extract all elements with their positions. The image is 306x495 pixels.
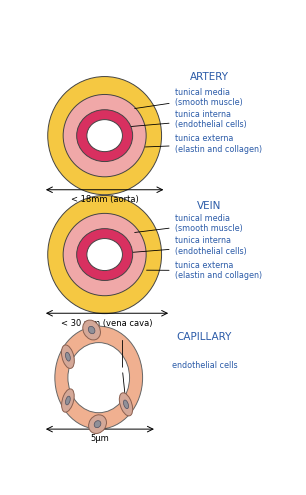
Ellipse shape (63, 213, 146, 296)
Text: CAPILLARY: CAPILLARY (177, 332, 232, 342)
Text: tunica externa
(elastin and collagen): tunica externa (elastin and collagen) (147, 261, 262, 280)
Ellipse shape (62, 345, 74, 368)
Ellipse shape (62, 389, 74, 412)
Text: ARTERY: ARTERY (189, 72, 229, 82)
Ellipse shape (83, 320, 100, 340)
Ellipse shape (119, 393, 133, 416)
Ellipse shape (68, 343, 129, 413)
Text: tunica interna
(endothelial cells): tunica interna (endothelial cells) (126, 237, 246, 256)
Ellipse shape (48, 196, 162, 314)
Text: tunical media
(smooth muscle): tunical media (smooth muscle) (135, 88, 242, 108)
Text: endothelial cells: endothelial cells (172, 360, 238, 370)
Ellipse shape (63, 95, 146, 177)
Ellipse shape (48, 77, 162, 195)
Ellipse shape (89, 415, 106, 434)
Text: tunical media
(smooth muscle): tunical media (smooth muscle) (135, 214, 242, 233)
Ellipse shape (94, 421, 101, 428)
Text: tunica externa
(elastin and collagen): tunica externa (elastin and collagen) (145, 134, 262, 154)
Text: tunica interna
(endothelial cells): tunica interna (endothelial cells) (125, 110, 246, 129)
Text: 5μm: 5μm (91, 435, 109, 444)
Text: < 18mm (aorta): < 18mm (aorta) (71, 195, 139, 204)
Ellipse shape (124, 400, 129, 409)
Ellipse shape (87, 120, 122, 151)
Ellipse shape (65, 396, 70, 405)
Ellipse shape (87, 239, 122, 271)
Text: < 30 mm (vena cava): < 30 mm (vena cava) (61, 319, 153, 328)
Ellipse shape (77, 229, 132, 281)
Ellipse shape (77, 110, 132, 161)
Ellipse shape (55, 326, 143, 429)
Ellipse shape (65, 352, 70, 361)
Text: VEIN: VEIN (197, 201, 221, 211)
Ellipse shape (88, 326, 95, 334)
